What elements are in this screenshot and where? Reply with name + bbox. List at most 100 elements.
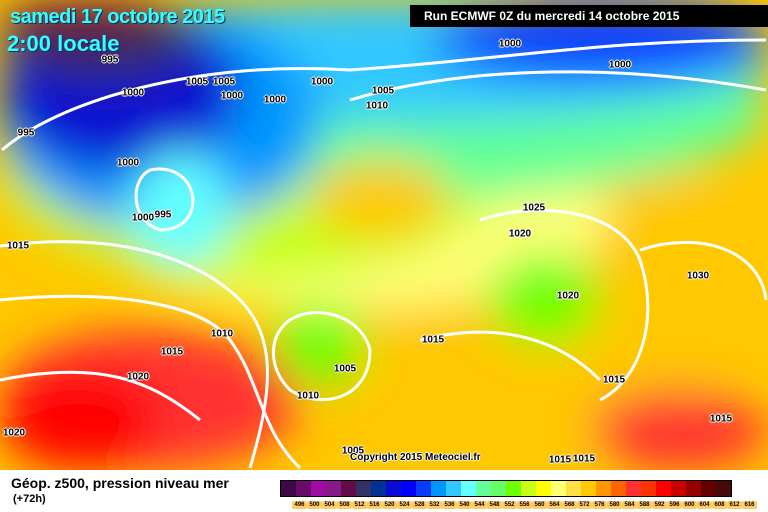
- forecast-time: 2:00 locale: [7, 31, 120, 56]
- isobar-label: 1010: [210, 328, 234, 340]
- scale-tick-label: 604: [697, 501, 712, 509]
- scale-swatch: [521, 481, 536, 496]
- scale-tick-label: 592: [652, 501, 667, 509]
- model-run-label: Run ECMWF 0Z du mercredi 14 octobre 2015: [410, 5, 768, 27]
- isobar-label: 1015: [709, 413, 733, 425]
- lead-time: (+72h): [13, 493, 46, 505]
- isobar-label: 1005: [212, 76, 236, 88]
- scale-tick-label: 552: [502, 501, 517, 509]
- scale-tick-label: 536: [442, 501, 457, 509]
- isobar-label: 1005: [333, 363, 357, 375]
- scale-tick-label: 564: [547, 501, 562, 509]
- isobar-label: 1000: [263, 94, 287, 106]
- scale-swatch: [551, 481, 566, 496]
- field-title: Géop. z500, pression niveau mer: [11, 475, 229, 491]
- isobar-label: 1005: [371, 85, 395, 97]
- scale-tick-label: 576: [592, 501, 607, 509]
- scale-swatch: [416, 481, 431, 496]
- scale-swatch: [596, 481, 611, 496]
- isobar-label: 1010: [296, 390, 320, 402]
- scale-tick-label: 572: [577, 501, 592, 509]
- isobar-label: 995: [154, 209, 172, 221]
- scale-tick-label: 496: [292, 501, 307, 509]
- scale-tick-label: 556: [517, 501, 532, 509]
- scale-swatch: [356, 481, 371, 496]
- scale-swatch: [341, 481, 356, 496]
- scale-tick-label: 608: [712, 501, 727, 509]
- scale-swatch: [371, 481, 386, 496]
- forecast-date: samedi 17 octobre 2015: [10, 6, 225, 28]
- scale-tick-label: 600: [682, 501, 697, 509]
- scale-swatch: [281, 481, 296, 496]
- isobar-label: 1015: [6, 240, 30, 252]
- scale-tick-label: 612: [727, 501, 742, 509]
- isobar-label: 1015: [548, 454, 572, 466]
- isobar-label: 1010: [365, 100, 389, 112]
- isobar-label: 1005: [341, 445, 365, 457]
- isobar-label: 1025: [522, 202, 546, 214]
- scale-tick-label: 516: [367, 501, 382, 509]
- isobar-label: 1030: [686, 270, 710, 282]
- scale-swatch: [566, 481, 581, 496]
- geopotential-field: [0, 0, 768, 470]
- scale-swatch: [581, 481, 596, 496]
- scale-swatch: [656, 481, 671, 496]
- scale-swatch: [296, 481, 311, 496]
- scale-tick-label: 596: [667, 501, 682, 509]
- scale-swatch: [311, 481, 326, 496]
- isobar-label: 1020: [126, 371, 150, 383]
- isobar-label: 1020: [2, 427, 26, 439]
- isobars: [0, 38, 768, 470]
- scale-swatch: [536, 481, 551, 496]
- isobar-label: 1000: [131, 212, 155, 224]
- scale-tick-label: 500: [307, 501, 322, 509]
- scale-tick-label: 544: [472, 501, 487, 509]
- scale-swatch: [446, 481, 461, 496]
- isobar-label: 1000: [121, 87, 145, 99]
- scale-swatch: [461, 481, 476, 496]
- scale-tick-label: 504: [322, 501, 337, 509]
- weather-map: 995 1005 1005 1000 1000 1000 1000 995 1000 995 100…: [0, 0, 768, 470]
- scale-swatch: [716, 481, 731, 496]
- isobar-label: 1000: [220, 90, 244, 102]
- isobar-label: 1000: [608, 59, 632, 71]
- scale-swatch: [641, 481, 656, 496]
- scale-tick-label: 548: [487, 501, 502, 509]
- copyright: Copyright 2015 Meteociel.fr: [350, 452, 481, 463]
- scale-swatch: [476, 481, 491, 496]
- scale-swatch: [701, 481, 716, 496]
- isobar-label: 1005: [185, 76, 209, 88]
- scale-tick-label: 580: [607, 501, 622, 509]
- scale-tick-label: 524: [397, 501, 412, 509]
- isobar-label: 995: [17, 127, 35, 139]
- isobar-label: 1000: [116, 157, 140, 169]
- isobar-label: 1000: [498, 38, 522, 50]
- scale-tick-label: 616: [742, 501, 757, 509]
- isobar-label: 1020: [508, 228, 532, 240]
- scale-swatch: [431, 481, 446, 496]
- scale-swatch: [326, 481, 341, 496]
- scale-swatch: [386, 481, 401, 496]
- scale-tick-label: 508: [337, 501, 352, 509]
- scale-swatch: [491, 481, 506, 496]
- scale-swatch: [686, 481, 701, 496]
- scale-swatch: [611, 481, 626, 496]
- isobar-label: 1020: [556, 290, 580, 302]
- scale-swatch: [626, 481, 641, 496]
- scale-tick-label: 528: [412, 501, 427, 509]
- isobar-label: 1015: [160, 346, 184, 358]
- color-scale-ticks: 496 500 504 508 512 516 520 524 528 532 536 540 544 5…: [292, 501, 757, 509]
- scale-tick-label: 540: [457, 501, 472, 509]
- scale-tick-label: 520: [382, 501, 397, 509]
- scale-tick-label: 532: [427, 501, 442, 509]
- scale-tick-label: 588: [637, 501, 652, 509]
- isobar-label: 1015: [572, 453, 596, 465]
- scale-tick-label: 584: [622, 501, 637, 509]
- legend-footer: Géop. z500, pression niveau mer (+72h) 4…: [0, 470, 768, 512]
- isobar-label: 995: [101, 54, 119, 66]
- scale-tick-label: 512: [352, 501, 367, 509]
- color-scale: [280, 480, 732, 497]
- scale-swatch: [401, 481, 416, 496]
- scale-tick-label: 560: [532, 501, 547, 509]
- scale-tick-label: 568: [562, 501, 577, 509]
